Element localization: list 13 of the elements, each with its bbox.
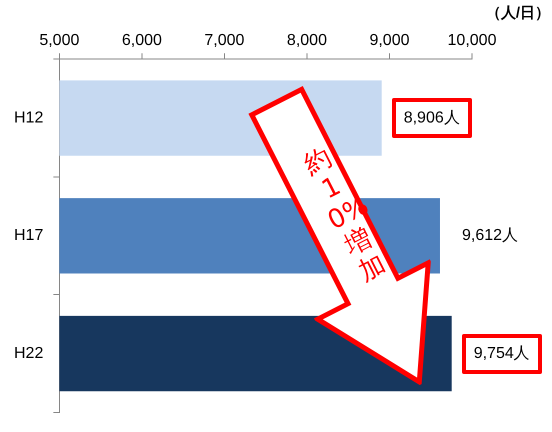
x-axis-title: （人/日）	[486, 4, 550, 22]
x-tick-label: 10,000	[448, 32, 497, 50]
data-label: 8,906人	[404, 109, 460, 126]
x-tick-label: 7,000	[204, 32, 245, 50]
x-tick-label: 6,000	[122, 32, 162, 50]
x-tick-label: 5,000	[39, 32, 80, 50]
data-label: 9,612人	[462, 227, 518, 244]
y-tick-label: H17	[14, 227, 44, 244]
x-tick-label: 8,000	[286, 32, 328, 50]
y-tick-label: H12	[14, 109, 44, 126]
y-tick-label: H22	[14, 344, 44, 362]
x-tick-label: 9,000	[369, 32, 410, 50]
data-label: 9,754人	[474, 344, 530, 362]
